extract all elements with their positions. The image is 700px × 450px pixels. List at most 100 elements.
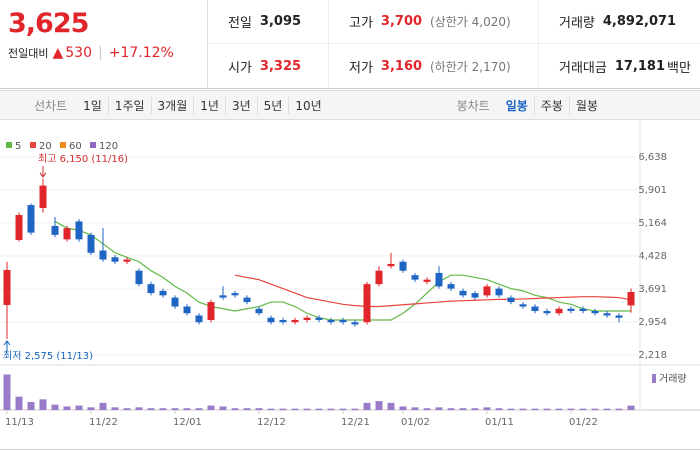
high-annotation: 최고 6,150 (11/16): [38, 153, 128, 165]
candle-body: [231, 293, 239, 296]
candle-period-button[interactable]: 일봉: [505, 98, 528, 113]
candle-body: [87, 234, 95, 253]
quote-value: 3,160: [380, 58, 423, 74]
volume-bar: [315, 408, 323, 410]
volume-bar: [495, 408, 503, 410]
candle-body: [555, 308, 563, 314]
volume-bar: [555, 408, 563, 410]
y-tick-label: 2,954: [638, 317, 667, 328]
legend-swatch: [30, 142, 36, 148]
y-tick-label: 6,638: [638, 152, 667, 163]
volume-bar: [27, 402, 35, 410]
period-button[interactable]: 3개월: [150, 96, 194, 114]
change: 전일대비 ▲ 530 | +17.12%: [8, 45, 207, 61]
x-tick-label: 01/22: [569, 417, 598, 428]
quote-item: 저가 3,160 (하한가 2,170): [328, 44, 538, 88]
volume-bar: [99, 402, 107, 410]
legend-swatch: [90, 142, 96, 148]
candle-body: [207, 302, 215, 320]
quote-value: 17,181: [614, 58, 666, 74]
candle-body: [447, 284, 455, 289]
period-button[interactable]: 3년: [224, 96, 257, 114]
price: 3,625: [8, 8, 89, 39]
candle-body: [459, 290, 467, 296]
volume-bar: [15, 396, 23, 410]
quote-value: 3,095: [259, 14, 302, 29]
quote-label: 시가: [228, 60, 252, 76]
volume-bar: [435, 407, 443, 410]
legend-label: 60: [69, 141, 82, 152]
candle-body: [291, 319, 299, 323]
period-button[interactable]: 1일: [83, 98, 102, 113]
candle-body: [579, 308, 587, 312]
period-button[interactable]: 1주일: [107, 96, 151, 114]
low-arrow: [3, 340, 11, 352]
y-tick-label: 4,428: [638, 251, 667, 262]
volume-bar: [243, 408, 251, 410]
candle-body: [471, 293, 479, 298]
legend-label: 5: [15, 141, 21, 152]
x-tick-label: 12/01: [173, 417, 202, 428]
x-tick-label: 11/13: [5, 417, 34, 428]
legend-swatch: [60, 142, 66, 148]
candle-body: [195, 315, 203, 323]
legend-label: 120: [99, 141, 118, 152]
candle-body: [399, 261, 407, 271]
separator: |: [98, 45, 103, 61]
period-button[interactable]: 1년: [193, 96, 225, 114]
volume-bar: [567, 408, 575, 410]
volume-bar: [195, 408, 203, 410]
candle-body: [27, 205, 35, 233]
candle-body: [303, 317, 311, 320]
volume-bar: [207, 405, 215, 410]
candle-body: [519, 304, 527, 307]
candle-period-button[interactable]: 월봉: [568, 96, 604, 114]
candle-body: [543, 311, 551, 314]
volume-bar: [627, 405, 635, 410]
period-button[interactable]: 10년: [288, 96, 327, 114]
quote-value: 3,700: [380, 14, 423, 29]
candle-body: [183, 306, 191, 314]
quote-label: 거래량: [559, 16, 595, 31]
candle-body: [327, 319, 335, 323]
quote-unit: 백만: [667, 60, 691, 76]
candle-body: [615, 315, 623, 318]
volume-bar: [459, 408, 467, 410]
volume-bar: [399, 406, 407, 410]
volume-bar: [111, 407, 119, 410]
volume-bar: [411, 407, 419, 410]
quote-note: (하한가 2,170): [430, 59, 511, 74]
candle-body: [507, 297, 515, 303]
volume-bar: [351, 408, 359, 410]
volume-bar: [147, 408, 155, 410]
candle-body: [243, 297, 251, 303]
candle-body: [495, 288, 503, 296]
toolbar-label: 선차트: [34, 98, 68, 113]
period-button[interactable]: 5년: [256, 96, 289, 114]
volume-bar: [363, 402, 371, 410]
volume-bar: [87, 407, 95, 410]
candle-body: [219, 295, 227, 298]
candle-body: [567, 308, 575, 312]
volume-bar: [39, 399, 47, 410]
up-arrow: ▲: [52, 45, 64, 61]
candle-body: [15, 215, 23, 241]
candle-body: [159, 290, 167, 296]
quote-value: 4,892,071: [602, 14, 677, 29]
candle-body: [351, 322, 359, 325]
quote-item: 전일 3,095: [208, 0, 328, 44]
quote-header: 3,625 전일대비 ▲ 530 | +17.12% 전일 3,095 고가 3,70…: [0, 0, 700, 89]
candle-body: [279, 319, 287, 323]
candle-body: [387, 263, 395, 267]
toolbar-label: 봉차트: [456, 98, 490, 113]
legend-label: 20: [39, 141, 52, 152]
volume-bar: [255, 408, 263, 410]
candle-period-button[interactable]: 주봉: [533, 96, 569, 114]
volume-bar: [483, 407, 491, 410]
volume-bar: [135, 407, 143, 410]
ma-line: [234, 274, 632, 308]
x-tick-label: 11/22: [89, 417, 118, 428]
volume-bar: [183, 408, 191, 410]
candle-body: [315, 317, 323, 320]
